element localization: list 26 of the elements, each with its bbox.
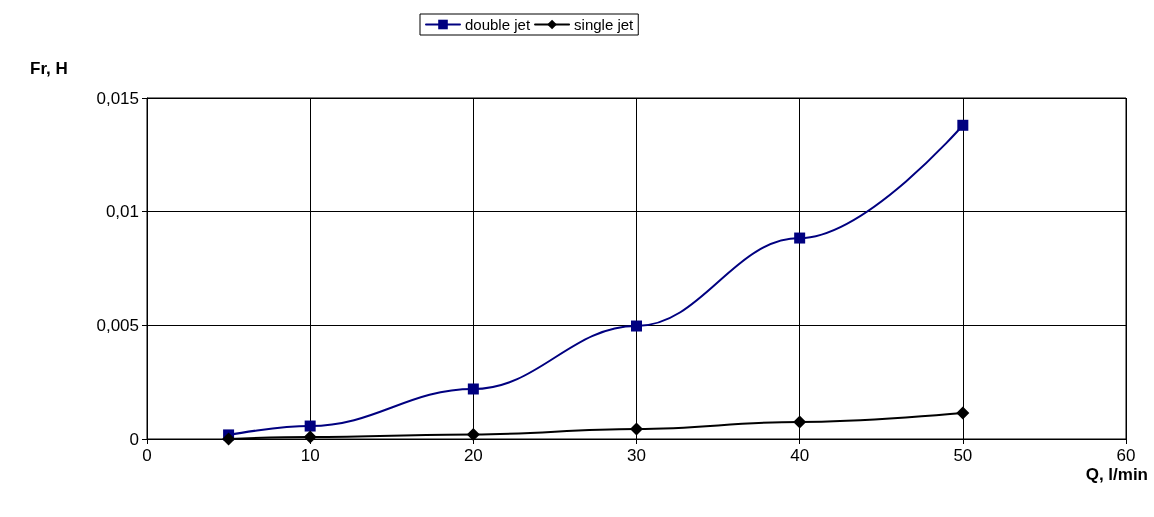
point xyxy=(956,406,970,420)
point xyxy=(466,427,480,441)
x-tick-label: 40 xyxy=(790,446,810,465)
point xyxy=(304,420,316,432)
y-axis-title: Fr, H xyxy=(30,59,68,78)
point xyxy=(794,232,806,244)
x-tick-label: 50 xyxy=(953,446,973,465)
point xyxy=(793,415,807,429)
point xyxy=(957,119,969,131)
x-tick-label: 60 xyxy=(1116,446,1136,465)
point xyxy=(630,422,643,436)
x-axis-title: Q, l/min xyxy=(1085,465,1148,484)
y-tick-label: 0,005 xyxy=(96,315,139,335)
x-tick-label: 20 xyxy=(463,446,483,465)
y-tick-label: 0,015 xyxy=(96,88,139,108)
point xyxy=(631,320,642,332)
y-tick-label: 0,01 xyxy=(105,202,139,222)
legend-label: single jet xyxy=(574,16,635,33)
x-tick-label: 10 xyxy=(300,446,320,465)
point xyxy=(303,430,317,444)
point xyxy=(467,383,479,395)
x-tick-label: 30 xyxy=(627,446,646,465)
point xyxy=(222,432,236,446)
x-tick-label: 0 xyxy=(142,446,152,465)
y-tick-label: 0 xyxy=(129,429,139,449)
legend-label: double jet xyxy=(465,16,531,33)
